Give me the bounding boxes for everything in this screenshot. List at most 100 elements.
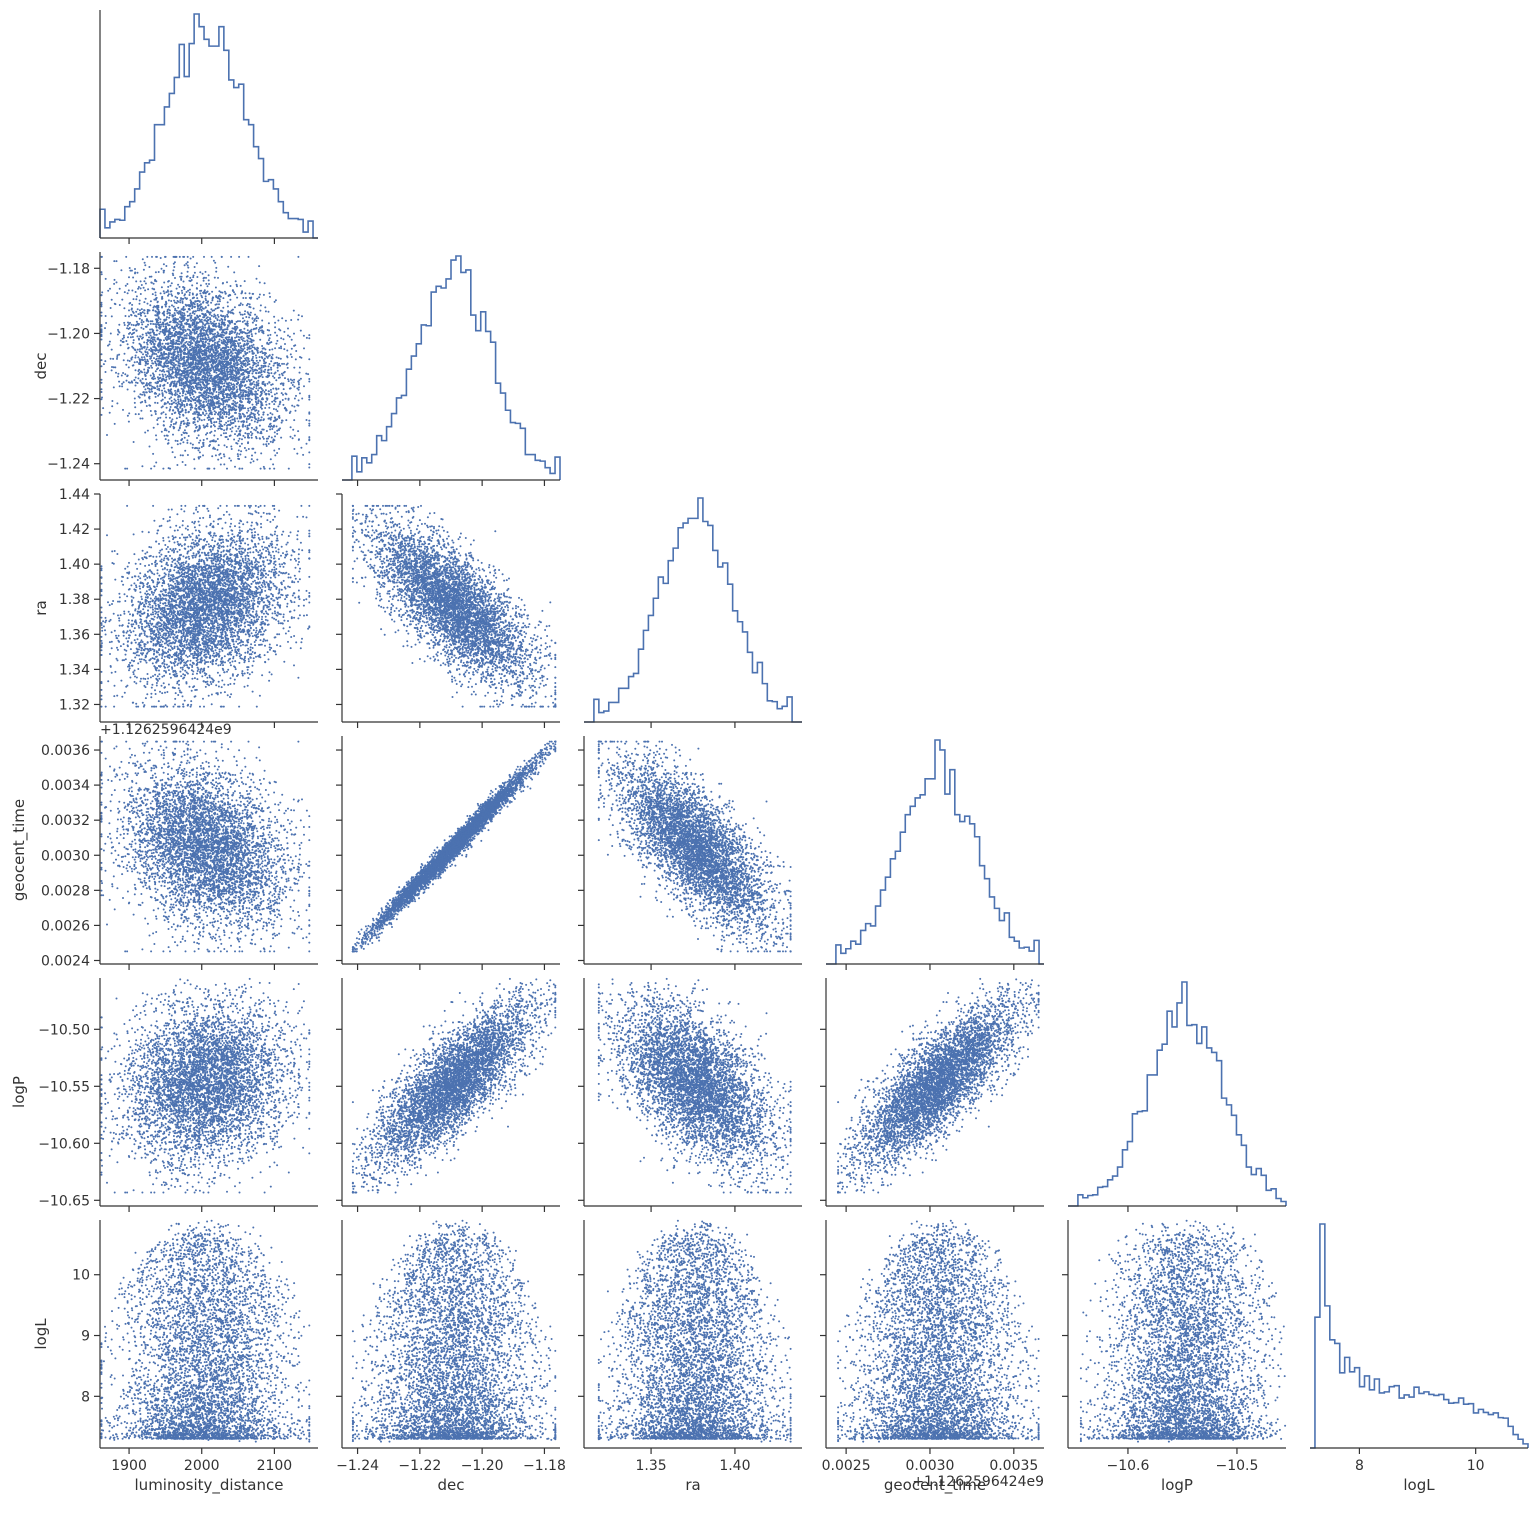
point — [278, 328, 280, 330]
point — [274, 373, 276, 375]
point — [127, 325, 129, 327]
point — [158, 271, 160, 273]
point — [137, 308, 139, 310]
point — [254, 384, 256, 386]
histogram-luminosity_distance — [100, 14, 318, 238]
point — [144, 358, 146, 360]
point — [128, 276, 130, 278]
point — [139, 393, 141, 395]
scatter-points — [101, 256, 311, 470]
point — [308, 423, 310, 425]
point — [167, 289, 169, 291]
point — [221, 340, 223, 342]
point — [154, 323, 156, 325]
point — [111, 405, 113, 407]
point — [263, 443, 265, 445]
point — [270, 391, 272, 393]
point — [285, 419, 287, 421]
point — [298, 399, 300, 401]
point — [269, 363, 271, 365]
point — [203, 439, 205, 441]
point — [120, 340, 122, 342]
point — [211, 299, 213, 301]
point — [268, 407, 270, 409]
point — [106, 434, 108, 436]
point — [251, 427, 253, 429]
point — [166, 316, 168, 318]
point — [226, 446, 228, 448]
point — [101, 382, 103, 384]
point — [232, 427, 234, 429]
point — [101, 365, 103, 367]
point — [162, 468, 164, 470]
point — [264, 306, 266, 308]
point — [240, 314, 242, 316]
point — [242, 304, 244, 306]
point — [261, 365, 263, 367]
point — [185, 464, 187, 466]
point — [125, 285, 127, 287]
point — [143, 287, 145, 289]
point — [140, 380, 142, 382]
point — [115, 372, 117, 374]
point — [111, 349, 113, 351]
point — [105, 322, 107, 324]
point — [249, 407, 251, 409]
point — [169, 314, 171, 316]
point — [275, 343, 277, 345]
point — [200, 284, 202, 286]
point — [238, 458, 240, 460]
point — [203, 256, 205, 258]
point — [146, 334, 148, 336]
point — [241, 379, 243, 381]
point — [238, 449, 240, 451]
point — [131, 333, 133, 335]
point — [261, 320, 263, 322]
point — [176, 325, 178, 327]
point — [248, 316, 250, 318]
point — [168, 299, 170, 301]
point — [287, 328, 289, 330]
point — [258, 420, 260, 422]
point — [128, 289, 130, 291]
point — [288, 468, 290, 470]
point — [227, 301, 229, 303]
point — [285, 320, 287, 322]
point — [222, 358, 224, 360]
point — [135, 355, 137, 357]
point — [296, 453, 298, 455]
point — [101, 339, 103, 341]
point — [227, 266, 229, 268]
point — [141, 319, 143, 321]
point — [143, 328, 145, 330]
point — [217, 459, 219, 461]
point — [136, 321, 138, 323]
point — [263, 438, 265, 440]
point — [236, 430, 238, 432]
point — [194, 468, 196, 470]
point — [208, 336, 210, 338]
point — [255, 355, 257, 357]
point — [242, 435, 244, 437]
point — [143, 321, 145, 323]
point — [270, 412, 272, 414]
point — [131, 382, 133, 384]
point — [173, 269, 175, 271]
point — [160, 257, 162, 259]
point — [187, 267, 189, 269]
point — [306, 337, 308, 339]
point — [196, 282, 198, 284]
point — [282, 399, 284, 401]
point — [280, 437, 282, 439]
point — [229, 299, 231, 301]
point — [152, 453, 154, 455]
point — [116, 358, 118, 360]
point — [163, 282, 165, 284]
point — [265, 310, 267, 312]
point — [280, 337, 282, 339]
panels: −1.24−1.22−1.20−1.18dec1.321.341.361.381… — [10, 10, 1528, 1495]
point — [120, 344, 122, 346]
point — [144, 372, 146, 374]
point — [164, 435, 166, 437]
point — [144, 262, 146, 264]
